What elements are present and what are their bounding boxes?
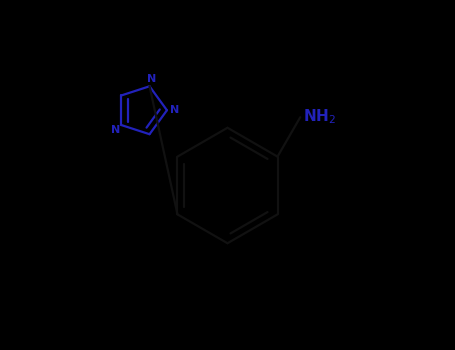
Text: N: N [111,125,120,135]
Text: N: N [147,74,157,84]
Text: NH$_2$: NH$_2$ [303,107,336,126]
Text: N: N [170,105,179,115]
